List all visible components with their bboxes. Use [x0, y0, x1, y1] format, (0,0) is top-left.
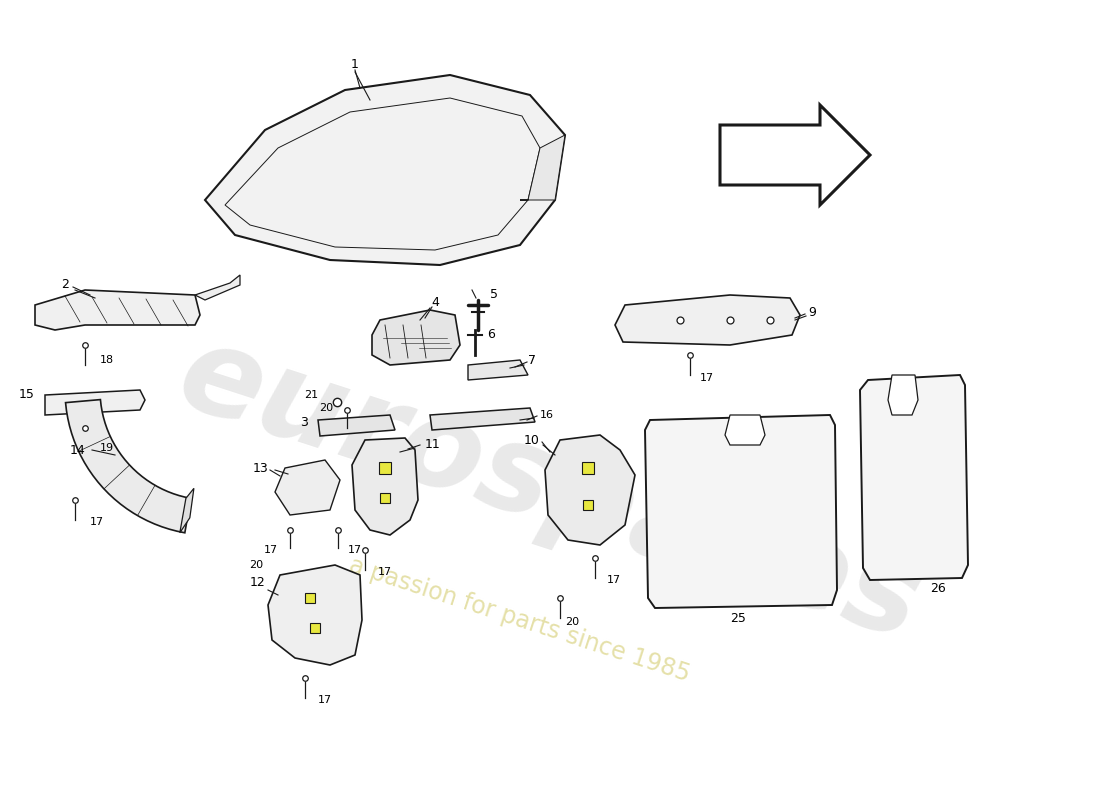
Text: 21: 21 [304, 390, 318, 400]
Text: 25: 25 [730, 611, 746, 625]
Polygon shape [318, 415, 395, 436]
Polygon shape [275, 460, 340, 515]
Text: 11: 11 [425, 438, 441, 451]
Text: 26: 26 [931, 582, 946, 594]
Polygon shape [268, 565, 362, 665]
Polygon shape [352, 438, 418, 535]
Polygon shape [430, 408, 535, 430]
Text: 20: 20 [565, 617, 579, 627]
Text: 17: 17 [90, 517, 104, 527]
Text: 14: 14 [70, 443, 86, 457]
Polygon shape [860, 375, 968, 580]
Polygon shape [226, 98, 540, 250]
Text: 15: 15 [19, 389, 35, 402]
Text: 17: 17 [378, 567, 392, 577]
Polygon shape [66, 399, 191, 533]
Polygon shape [468, 360, 528, 380]
Text: 12: 12 [250, 575, 265, 589]
Text: 7: 7 [528, 354, 536, 366]
Polygon shape [45, 390, 145, 415]
Text: 18: 18 [100, 355, 114, 365]
Polygon shape [195, 275, 240, 300]
Polygon shape [520, 135, 565, 200]
Text: eurospares: eurospares [165, 315, 935, 665]
Polygon shape [888, 375, 918, 415]
Text: 2: 2 [62, 278, 69, 291]
Text: 1: 1 [351, 58, 359, 71]
Text: 6: 6 [487, 329, 495, 342]
Text: 10: 10 [524, 434, 540, 446]
Polygon shape [720, 105, 870, 205]
Text: 19: 19 [100, 443, 114, 453]
Polygon shape [35, 290, 200, 330]
Text: 5: 5 [490, 289, 498, 302]
Text: 4: 4 [431, 295, 439, 309]
Polygon shape [725, 415, 764, 445]
Polygon shape [372, 310, 460, 365]
Polygon shape [205, 75, 565, 265]
Text: a passion for parts since 1985: a passion for parts since 1985 [346, 554, 693, 686]
Text: 17: 17 [348, 545, 362, 555]
Polygon shape [544, 435, 635, 545]
Polygon shape [615, 295, 800, 345]
Text: 20: 20 [319, 403, 333, 413]
Text: 17: 17 [700, 373, 714, 383]
Text: 13: 13 [252, 462, 268, 474]
Text: 16: 16 [540, 410, 554, 420]
Polygon shape [179, 488, 194, 533]
Text: 17: 17 [607, 575, 621, 585]
Polygon shape [645, 415, 837, 608]
Text: 17: 17 [264, 545, 278, 555]
Text: 3: 3 [300, 415, 308, 429]
Text: 20: 20 [249, 560, 263, 570]
Text: 9: 9 [808, 306, 816, 318]
Text: 17: 17 [318, 695, 332, 705]
